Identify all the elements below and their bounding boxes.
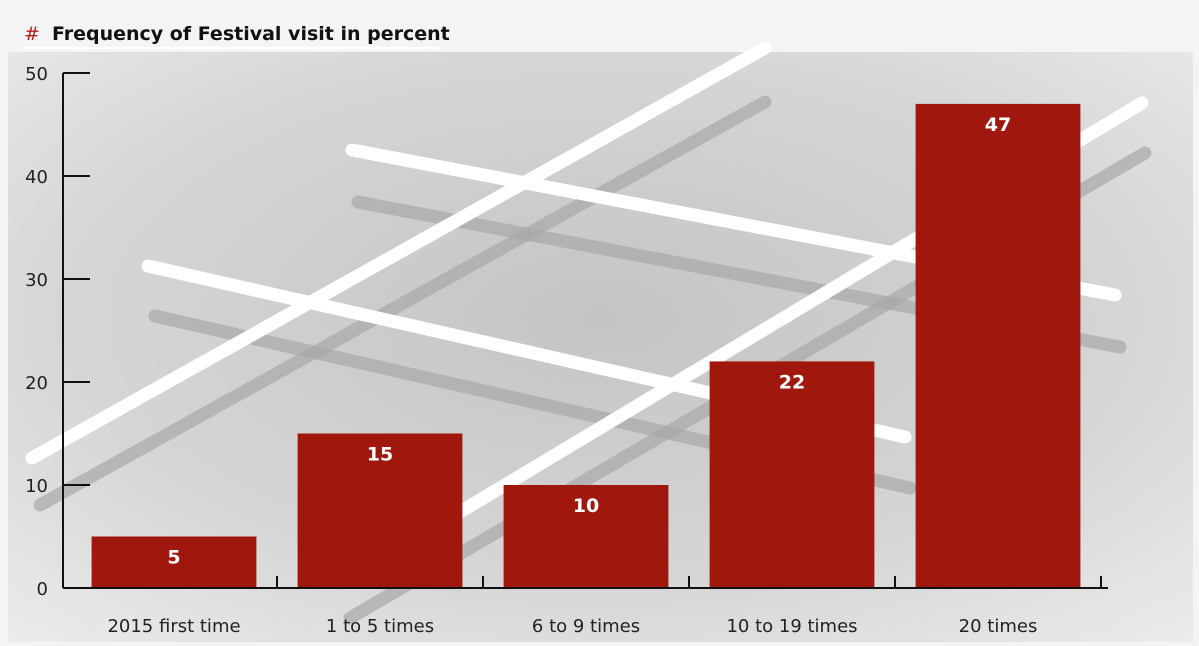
bar — [709, 361, 875, 587]
bar-value-label: 5 — [167, 547, 180, 569]
y-tick-label: 0 — [37, 579, 48, 600]
title-text: Frequency of Festival visit in percent — [52, 23, 450, 45]
category-label: 10 to 19 times — [726, 616, 857, 637]
bar-value-label: 10 — [573, 495, 599, 517]
bar — [503, 485, 669, 587]
bar-labels: 5 15 10 22 47 — [167, 114, 1011, 569]
category-label: 6 to 9 times — [532, 616, 640, 637]
chart-title: # Frequency of Festival visit in percent — [24, 23, 450, 45]
y-tick-label: 40 — [25, 167, 48, 188]
y-ticks: 0 10 20 30 40 50 — [25, 64, 90, 600]
bar-value-label: 47 — [985, 114, 1011, 136]
category-labels: 2015 first time 1 to 5 times 6 to 9 times 1… — [107, 616, 1037, 637]
category-label: 20 times — [959, 616, 1038, 637]
bar-value-label: 15 — [367, 444, 393, 466]
bar — [91, 536, 257, 587]
category-label: 2015 first time — [107, 616, 240, 637]
y-tick-label: 30 — [25, 270, 48, 291]
category-label: 1 to 5 times — [326, 616, 434, 637]
bar — [915, 103, 1081, 588]
y-tick-label: 20 — [25, 373, 48, 394]
bar — [297, 433, 463, 587]
bars — [91, 103, 1081, 588]
bar-value-label: 22 — [779, 371, 805, 393]
x-ticks — [276, 576, 1102, 588]
y-tick-label: 10 — [25, 476, 48, 497]
y-tick-label: 50 — [25, 64, 48, 85]
title-hash: # — [24, 23, 40, 45]
